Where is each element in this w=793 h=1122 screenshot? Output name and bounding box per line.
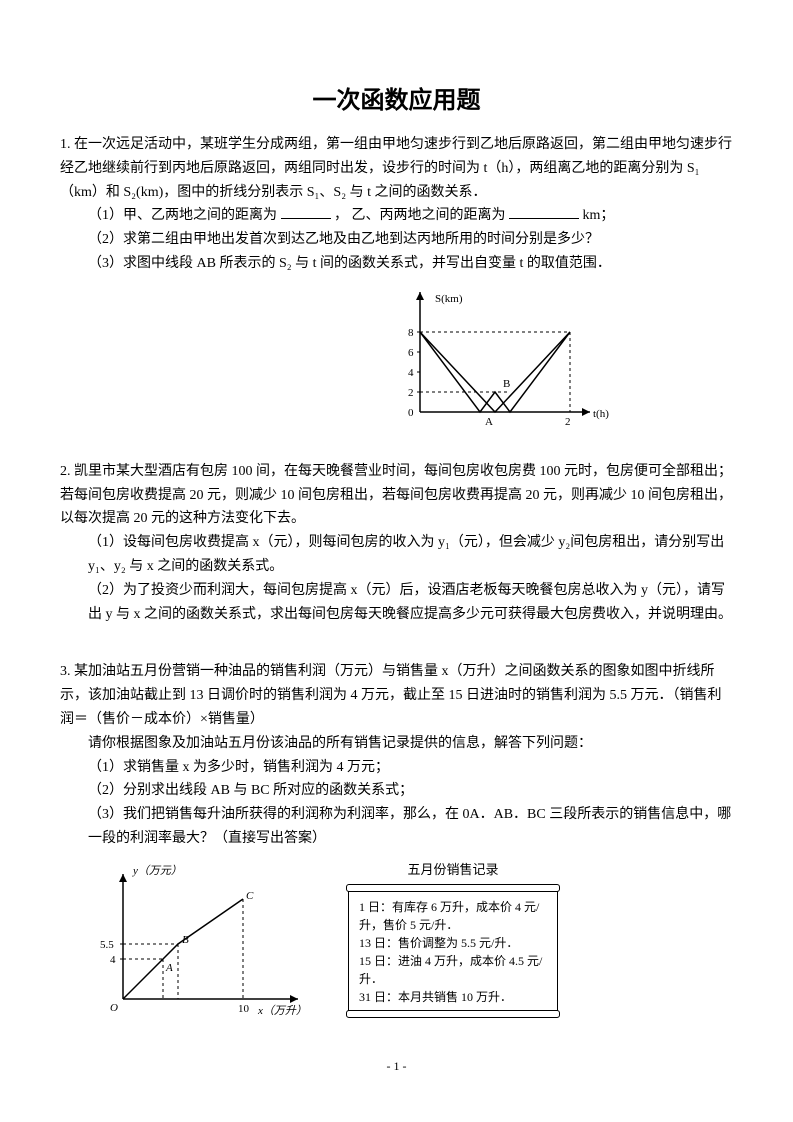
problem-1-body: 在一次远足活动中，某班学生分成两组，第一组由甲地匀速步行到乙地后原路返回，第二组…: [60, 137, 732, 200]
tick-y2: 2: [408, 387, 414, 399]
problem-2: 2. 凯里市某大型酒店有包房 100 间，在每天晚餐营业时间，每间包房收包房费 …: [60, 460, 733, 627]
tick-y55: 5.5: [100, 939, 114, 951]
page-title: 一次函数应用题: [60, 80, 733, 115]
record-line-2: 13 日：售价调整为 5.5 元/升．: [359, 934, 547, 952]
problem-3-number: 3.: [60, 664, 71, 679]
record-line-1: 1 日：有库存 6 万升，成本价 4 元/升，售价 5 元/升．: [359, 898, 547, 934]
record-line-3: 15 日：进油 4 万升，成本价 4.5 元/升．: [359, 952, 547, 988]
problem-3-q2: （2）分别求出线段 AB 与 BC 所对应的函数关系式；: [60, 779, 733, 803]
chart2-B: B: [182, 934, 189, 946]
p1-q1c: km；: [583, 208, 615, 223]
problem-1-number: 1.: [60, 137, 71, 152]
problem-3-q1: （1）求销售量 x 为多少时，销售利润为 4 万元；: [60, 756, 733, 780]
problem-1-q3: （3）求图中线段 AB 所表示的 S₂ 与 t 间的函数关系式，并写出自变量 t…: [60, 252, 733, 276]
page: 一次函数应用题 1. 在一次远足活动中，某班学生分成两组，第一组由甲地匀速步行到…: [0, 0, 793, 1114]
problem-2-number: 2.: [60, 464, 71, 479]
chart2-A: A: [165, 962, 173, 974]
problem-3-intro2: 请你根据图象及加油站五月份该油品的所有销售记录提供的信息，解答下列问题：: [60, 732, 733, 756]
problem-2-q2: （2）为了投资少而利润大，每间包房提高 x（元）后，设酒店老板每天晚餐包房总收入…: [60, 579, 733, 627]
problem-2-q1: （1）设每间包房收费提高 x（元），则每间包房的收入为 y₁（元），但会减少 y…: [60, 531, 733, 579]
problem-3-q3: （3）我们把销售每升油所获得的利润称为利润率，那么，在 0A．AB．BC 三段所…: [60, 803, 733, 851]
tick-y8: 8: [408, 327, 414, 339]
chart-distance-time: 0 2 4 6 8 2 S(km) t(h) A B: [390, 282, 610, 442]
tick-x2: 2: [565, 416, 571, 428]
page-number: - 1 -: [60, 1059, 733, 1074]
chart1-A: A: [485, 416, 493, 428]
tick-y0: 0: [408, 407, 414, 419]
problem-3: 3. 某加油站五月份营销一种油品的销售利润（万元）与销售量 x（万升）之间函数关…: [60, 660, 733, 1028]
problem-3-figures: y（万元） x（万升） O 4 5.5 10: [60, 859, 733, 1029]
problem-3-body: 某加油站五月份营销一种油品的销售利润（万元）与销售量 x（万升）之间函数关系的图…: [60, 664, 722, 727]
chart2-O: O: [110, 1002, 118, 1014]
problem-1: 1. 在一次远足活动中，某班学生分成两组，第一组由甲地匀速步行到乙地后原路返回，…: [60, 133, 733, 442]
chart2-C: C: [246, 890, 254, 902]
tick-y4b: 4: [110, 954, 116, 966]
problem-1-q2: （2）求第二组由甲地出发首次到达乙地及由乙地到达丙地所用的时间分别是多少？: [60, 228, 733, 252]
chart2-xlabel: x（万升）: [257, 1004, 307, 1017]
sales-record-box: 五月份销售记录 1 日：有库存 6 万升，成本价 4 元/升，售价 5 元/升．…: [348, 859, 558, 1015]
problem-1-q1: （1）甲、乙两地之间的距离为 ， 乙、丙两地之间的距离为 km；: [60, 204, 733, 228]
chart1-xlabel: t(h): [593, 408, 609, 420]
sales-record-title: 五月份销售记录: [348, 859, 558, 881]
sales-record-scroll: 1 日：有库存 6 万升，成本价 4 元/升，售价 5 元/升． 13 日：售价…: [348, 887, 558, 1015]
blank-2: [509, 204, 579, 219]
tick-y6: 6: [408, 347, 414, 359]
blank-1: [281, 204, 331, 219]
record-line-4: 31 日：本月共销售 10 万升．: [359, 988, 547, 1006]
chart1-ylabel: S(km): [435, 293, 463, 305]
tick-x10: 10: [238, 1003, 250, 1015]
p1-q1b: ， 乙、丙两地之间的距离为: [334, 208, 506, 223]
chart1-B: B: [503, 378, 510, 390]
chart-profit-sales: y（万元） x（万升） O 4 5.5 10: [88, 859, 318, 1029]
p1-q1a: （1）甲、乙两地之间的距离为: [88, 208, 277, 223]
tick-y4: 4: [408, 367, 414, 379]
problem-2-body: 凯里市某大型酒店有包房 100 间，在每天晚餐营业时间，每间包房收包房费 100…: [60, 464, 732, 527]
chart2-ylabel: y（万元）: [132, 864, 182, 877]
